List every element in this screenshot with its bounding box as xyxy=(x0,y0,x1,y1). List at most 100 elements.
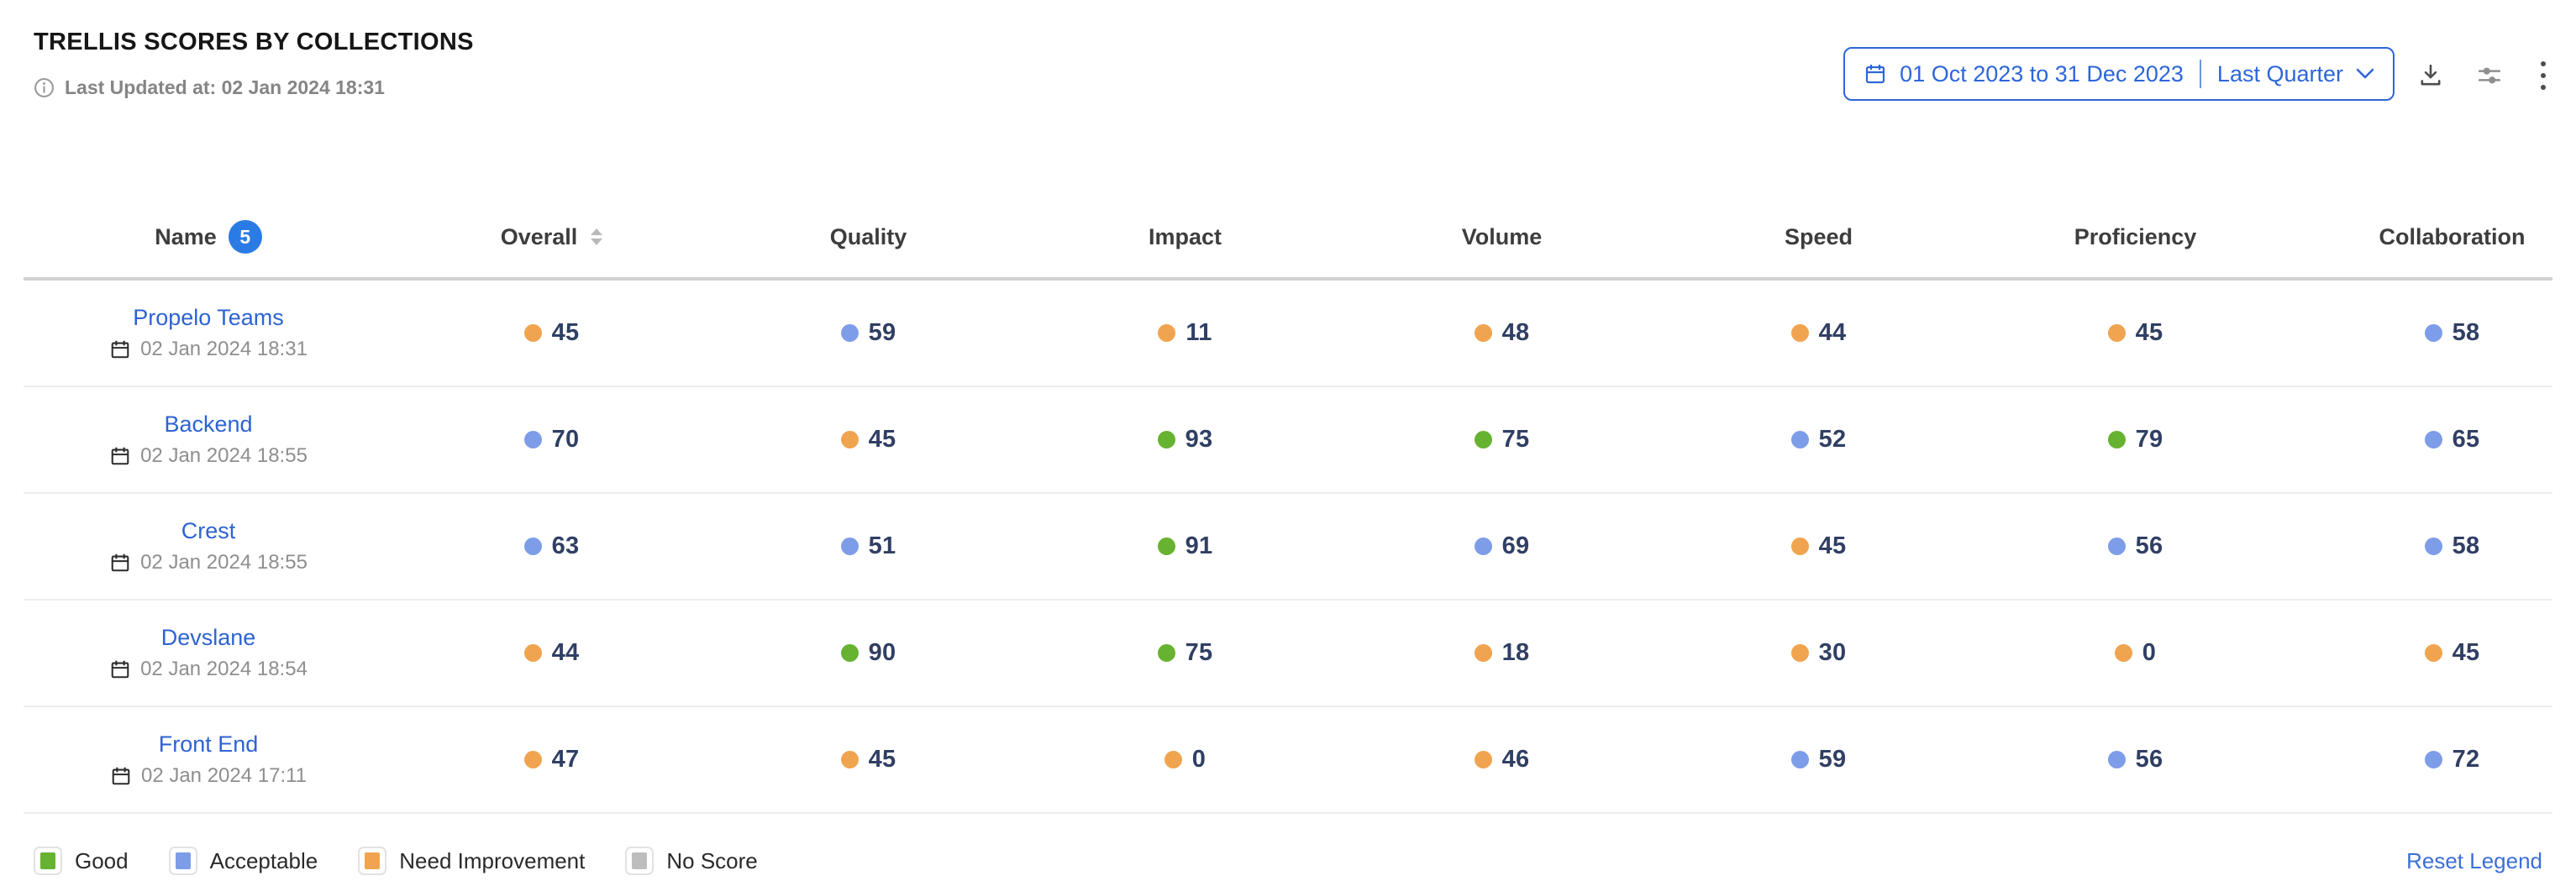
score-dot xyxy=(523,431,542,448)
header-divider xyxy=(24,277,2552,281)
legend-swatch xyxy=(168,847,197,875)
score-collaboration: 58 xyxy=(2294,319,2576,347)
score-dot xyxy=(840,751,859,768)
score-overall: 47 xyxy=(393,746,710,773)
score-quality: 45 xyxy=(710,426,1027,454)
score-speed: 45 xyxy=(1660,532,1977,560)
row-updated-at: 02 Jan 2024 18:55 xyxy=(140,551,308,574)
legend-item-no-score[interactable]: No Score xyxy=(625,847,758,875)
score-impact: 91 xyxy=(1027,532,1343,560)
score-dot xyxy=(2424,538,2442,555)
score-proficiency: 79 xyxy=(1977,426,2294,454)
score-speed: 30 xyxy=(1660,639,1977,667)
widget-header: TRELLIS SCORES BY COLLECTIONS Last Updat… xyxy=(0,0,2576,156)
legend-swatch xyxy=(358,847,387,875)
score-speed: 44 xyxy=(1660,319,1977,347)
score-dot xyxy=(1790,431,1809,448)
score-dot xyxy=(840,324,859,342)
score-dot xyxy=(2424,431,2442,448)
last-updated-text: Last Updated at: 02 Jan 2024 18:31 xyxy=(65,76,385,98)
column-header-name: Name 5 xyxy=(24,220,393,254)
score-proficiency: 56 xyxy=(1977,532,2294,560)
column-header-quality: Quality xyxy=(829,223,907,249)
score-dot xyxy=(523,644,542,662)
divider xyxy=(2199,60,2201,88)
score-impact: 75 xyxy=(1027,639,1343,667)
date-preset-text: Last Quarter xyxy=(2216,60,2343,87)
collection-link[interactable]: Crest xyxy=(181,518,236,543)
score-collaboration: 72 xyxy=(2294,746,2576,773)
sliders-icon[interactable] xyxy=(2477,63,2502,88)
legend-bar: Good Acceptable Need Improvement No Scor… xyxy=(0,841,2576,881)
score-quality: 90 xyxy=(710,639,1027,667)
score-volume: 75 xyxy=(1343,426,1660,454)
score-overall: 45 xyxy=(393,319,710,347)
score-dot xyxy=(2424,751,2442,768)
collection-link[interactable]: Backend xyxy=(164,412,253,437)
score-dot xyxy=(840,431,859,448)
score-overall: 44 xyxy=(393,639,710,667)
table-row: Crest 02 Jan 2024 18:55 63 51 91 69 45 5… xyxy=(24,494,2552,600)
download-icon[interactable] xyxy=(2418,63,2443,88)
score-dot xyxy=(1474,538,1492,555)
date-range-text: 01 Oct 2023 to 31 Dec 2023 xyxy=(1900,60,2184,87)
score-dot xyxy=(840,538,859,555)
score-quality: 51 xyxy=(710,532,1027,560)
score-dot xyxy=(2114,644,2132,662)
score-impact: 93 xyxy=(1027,426,1343,454)
score-proficiency: 56 xyxy=(1977,746,2294,773)
calendar-icon xyxy=(109,658,131,680)
score-dot xyxy=(1474,431,1492,448)
column-header-impact: Impact xyxy=(1148,223,1222,249)
score-overall: 63 xyxy=(393,532,710,560)
collection-link[interactable]: Front End xyxy=(158,732,259,757)
row-updated-at: 02 Jan 2024 18:55 xyxy=(140,444,308,467)
score-speed: 52 xyxy=(1660,426,1977,454)
info-icon xyxy=(34,77,55,98)
score-quality: 59 xyxy=(710,319,1027,347)
score-dot xyxy=(840,644,859,662)
score-volume: 18 xyxy=(1343,639,1660,667)
score-dot xyxy=(2107,324,2126,342)
sort-icon[interactable] xyxy=(591,228,603,245)
score-dot xyxy=(2107,431,2126,448)
chevron-down-icon xyxy=(2356,68,2374,80)
calendar-icon xyxy=(1864,62,1887,86)
legend-item-good[interactable]: Good xyxy=(34,847,129,875)
legend-item-need-improvement[interactable]: Need Improvement xyxy=(358,847,585,875)
score-speed: 59 xyxy=(1660,746,1977,773)
table-row: Front End 02 Jan 2024 17:11 47 45 0 46 5… xyxy=(24,707,2552,814)
column-header-proficiency: Proficiency xyxy=(2074,223,2197,249)
scores-table: Name 5 Overall Quality Impact Volume Spe… xyxy=(0,197,2576,814)
score-dot xyxy=(1474,324,1492,342)
score-dot xyxy=(1474,644,1492,662)
row-updated-at: 02 Jan 2024 18:54 xyxy=(140,658,308,680)
calendar-icon xyxy=(109,552,131,574)
column-header-volume: Volume xyxy=(1461,223,1543,249)
score-impact: 11 xyxy=(1027,319,1343,347)
score-dot xyxy=(523,538,542,555)
table-header-row: Name 5 Overall Quality Impact Volume Spe… xyxy=(24,197,2552,277)
collection-link[interactable]: Propelo Teams xyxy=(133,305,284,330)
date-range-picker[interactable]: 01 Oct 2023 to 31 Dec 2023 Last Quarter xyxy=(1843,47,2395,101)
kebab-menu-icon[interactable] xyxy=(2536,60,2551,92)
score-dot xyxy=(1790,751,1809,768)
legend-item-acceptable[interactable]: Acceptable xyxy=(168,847,318,875)
page-title: TRELLIS SCORES BY COLLECTIONS xyxy=(34,29,474,55)
score-collaboration: 45 xyxy=(2294,639,2576,667)
column-header-speed: Speed xyxy=(1784,223,1853,249)
collection-link[interactable]: Devslane xyxy=(160,625,256,650)
reset-legend-link[interactable]: Reset Legend xyxy=(2406,847,2542,873)
table-row: Propelo Teams 02 Jan 2024 18:31 45 59 11… xyxy=(24,281,2552,387)
score-dot xyxy=(1157,538,1175,555)
score-collaboration: 65 xyxy=(2294,426,2576,454)
score-dot xyxy=(1790,538,1809,555)
column-header-overall[interactable]: Overall xyxy=(393,224,710,250)
row-count-badge: 5 xyxy=(228,220,262,254)
score-volume: 46 xyxy=(1343,746,1660,773)
score-dot xyxy=(1790,324,1809,342)
score-dot xyxy=(523,751,542,768)
score-collaboration: 58 xyxy=(2294,532,2576,560)
row-updated-at: 02 Jan 2024 18:31 xyxy=(140,338,308,360)
score-impact: 0 xyxy=(1027,746,1343,773)
